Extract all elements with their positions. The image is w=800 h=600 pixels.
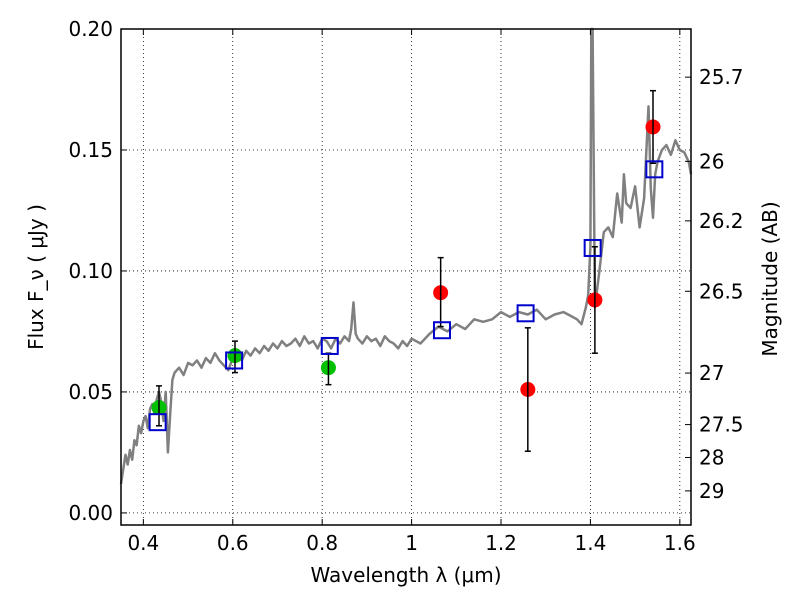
model-photometry-square	[516, 304, 535, 323]
model-photometry-square	[583, 238, 602, 257]
y-tick-label: 0.15	[68, 138, 113, 162]
mag-tick-label: 27.5	[699, 413, 744, 437]
x-tick-label: 0.4	[127, 531, 159, 555]
x-tick-label: 0.8	[306, 531, 338, 555]
x-tick-label: 0.6	[217, 531, 249, 555]
model-photometry-square	[148, 413, 167, 432]
plot-frame	[120, 28, 692, 526]
model-photometry-square	[225, 351, 244, 370]
model-photometry-square	[645, 160, 664, 179]
model-photometry-square	[320, 336, 339, 355]
y-tick-label: 0.05	[68, 380, 113, 404]
mag-tick-label: 29	[699, 479, 724, 503]
x-tick-label: 1.2	[485, 531, 517, 555]
mag-tick-label: 28	[699, 445, 724, 469]
mag-tick-label: 27	[699, 361, 724, 385]
y-tick-label: 0.10	[68, 259, 113, 283]
model-spectrum-line	[119, 27, 693, 485]
model-photometry-square	[432, 321, 451, 340]
x-axis-label: Wavelength λ (μm)	[310, 563, 501, 587]
mag-tick-label: 26.2	[699, 209, 744, 233]
y-axis-label: Flux F_ν ( μJy )	[24, 204, 48, 350]
ticks: 0.4 0.6 0.8 1 1.2 1.4 1.6 0.00 0.05 0.10 0.15 0.20 2…	[68, 17, 743, 555]
x-tick-label: 1.6	[664, 531, 696, 555]
y-tick-label: 0.00	[68, 501, 113, 525]
plot-area	[121, 29, 691, 525]
y2-axis-label: Magnitude (AB)	[758, 201, 782, 356]
data-points	[148, 89, 664, 452]
mag-tick-label: 26	[699, 149, 724, 173]
mag-tick-label: 26.5	[699, 279, 744, 303]
x-tick-label: 1	[405, 531, 418, 555]
mag-tick-label: 25.7	[699, 65, 744, 89]
y-tick-label: 0.20	[68, 17, 113, 41]
x-tick-label: 1.4	[575, 531, 607, 555]
